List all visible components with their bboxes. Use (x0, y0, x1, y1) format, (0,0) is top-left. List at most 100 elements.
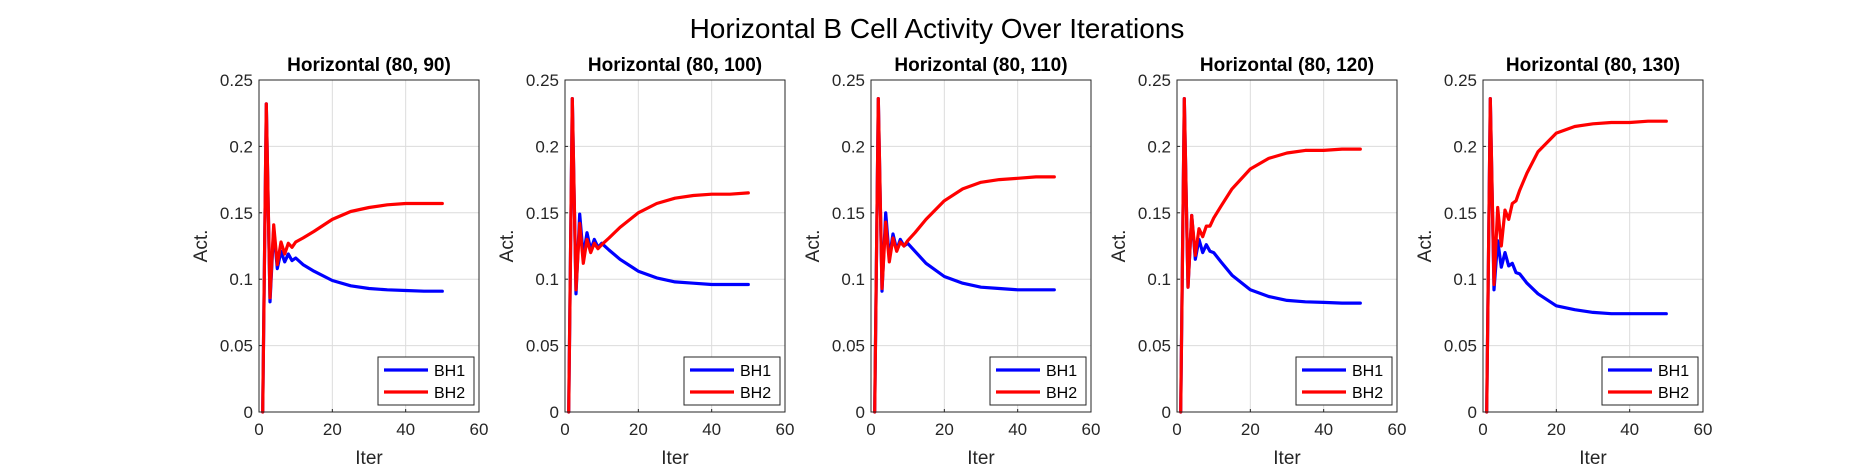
series-line-bh2 (1179, 96, 1362, 414)
x-tick-label: 60 (1082, 420, 1101, 439)
axes-frame (564, 79, 786, 413)
subplots: 0 20 40 60 0 0.05 0.1 0.15 0.2 0.25 Horizontal (80… (191, 55, 1712, 469)
y-tick-label: 0 (550, 403, 559, 422)
y-tick-label: 0.25 (1138, 71, 1171, 90)
y-tick-label: 0 (1162, 403, 1171, 422)
x-tick-label: 60 (470, 420, 489, 439)
y-tick-label: 0.05 (832, 337, 865, 356)
y-tick-label: 0.1 (841, 270, 865, 289)
y-tick-label: 0.2 (1147, 137, 1171, 156)
x-tick-label: 40 (702, 420, 721, 439)
legend-label-bh2: BH2 (1658, 385, 1689, 402)
series-line-bh2 (567, 96, 750, 414)
subplot-title: Horizontal (80, 120) (1200, 55, 1374, 76)
y-tick-label: 0.15 (526, 204, 559, 223)
y-axis-label: Act. (1415, 230, 1436, 263)
legend-label-bh1: BH1 (434, 363, 465, 380)
x-axis-label: Iter (355, 448, 383, 469)
y-tick-label: 0.15 (1138, 204, 1171, 223)
subplot-title: Horizontal (80, 100) (588, 55, 762, 76)
x-tick-label: 60 (776, 420, 795, 439)
y-tick-label: 0.15 (832, 204, 865, 223)
y-tick-label: 0.2 (229, 137, 253, 156)
axes-frame (258, 79, 480, 413)
legend-box (683, 356, 781, 406)
series-line-bh2 (873, 96, 1056, 414)
y-tick-label: 0 (244, 403, 253, 422)
x-tick-label: 60 (1388, 420, 1407, 439)
subplot-4: 0 20 40 60 0 0.05 0.1 0.15 0.2 0.25 Horizontal (80… (1109, 55, 1406, 469)
legend-label-bh2: BH2 (740, 385, 771, 402)
y-tick-label: 0.1 (535, 270, 559, 289)
subplot-5: 0 20 40 60 0 0.05 0.1 0.15 0.2 0.25 Horizontal (80… (1415, 55, 1712, 469)
y-tick-label: 0.2 (841, 137, 865, 156)
figure-title: Horizontal B Cell Activity Over Iteratio… (690, 13, 1185, 44)
y-tick-label: 0.1 (1453, 270, 1477, 289)
x-tick-label: 0 (254, 420, 263, 439)
axes-frame (1482, 79, 1704, 413)
y-tick-label: 0 (856, 403, 865, 422)
x-tick-label: 0 (560, 420, 569, 439)
legend-label-bh1: BH1 (1658, 363, 1689, 380)
x-axis-label: Iter (1273, 448, 1301, 469)
x-axis-label: Iter (661, 448, 689, 469)
y-axis-label: Act. (497, 230, 518, 263)
y-tick-label: 0.05 (526, 337, 559, 356)
subplot-title: Horizontal (80, 90) (287, 55, 451, 76)
subplot-2: 0 20 40 60 0 0.05 0.1 0.15 0.2 0.25 Horizontal (80… (497, 55, 794, 469)
y-tick-label: 0 (1468, 403, 1477, 422)
x-tick-label: 40 (1620, 420, 1639, 439)
legend-box (1601, 356, 1699, 406)
y-tick-label: 0.25 (832, 71, 865, 90)
series-line-bh2 (1485, 96, 1668, 414)
legend-label-bh1: BH1 (1352, 363, 1383, 380)
x-tick-label: 40 (1008, 420, 1027, 439)
y-axis-label: Act. (191, 230, 212, 263)
x-tick-label: 0 (1172, 420, 1181, 439)
x-tick-label: 20 (323, 420, 342, 439)
subplot-title: Horizontal (80, 130) (1506, 55, 1680, 76)
y-tick-label: 0.25 (220, 71, 253, 90)
legend-label-bh2: BH2 (1352, 385, 1383, 402)
y-axis-label: Act. (803, 230, 824, 263)
legend-label-bh1: BH1 (740, 363, 771, 380)
x-tick-label: 20 (935, 420, 954, 439)
y-tick-label: 0.1 (229, 270, 253, 289)
x-tick-label: 20 (1241, 420, 1260, 439)
legend-box (1295, 356, 1393, 406)
subplot-title: Horizontal (80, 110) (894, 55, 1067, 76)
x-axis-label: Iter (967, 448, 995, 469)
legend-label-bh2: BH2 (434, 385, 465, 402)
series-line-bh2 (261, 102, 444, 414)
y-tick-label: 0.15 (1444, 204, 1477, 223)
x-tick-label: 60 (1694, 420, 1713, 439)
y-tick-label: 0.15 (220, 204, 253, 223)
axes-frame (870, 79, 1092, 413)
y-tick-label: 0.05 (220, 337, 253, 356)
y-tick-label: 0.2 (535, 137, 559, 156)
x-axis-label: Iter (1579, 448, 1607, 469)
subplot-3: 0 20 40 60 0 0.05 0.1 0.15 0.2 0.25 Horizontal (80… (803, 55, 1100, 469)
x-tick-label: 0 (1478, 420, 1487, 439)
y-tick-label: 0.25 (526, 71, 559, 90)
x-tick-label: 0 (866, 420, 875, 439)
axes-frame (1176, 79, 1398, 413)
y-axis-label: Act. (1109, 230, 1130, 263)
x-tick-label: 40 (1314, 420, 1333, 439)
x-tick-label: 20 (1547, 420, 1566, 439)
legend-label-bh1: BH1 (1046, 363, 1077, 380)
x-tick-label: 40 (396, 420, 415, 439)
y-tick-label: 0.2 (1453, 137, 1477, 156)
x-tick-label: 20 (629, 420, 648, 439)
y-tick-label: 0.05 (1444, 337, 1477, 356)
legend-label-bh2: BH2 (1046, 385, 1077, 402)
legend-box (377, 356, 475, 406)
legend-box (989, 356, 1087, 406)
y-tick-label: 0.05 (1138, 337, 1171, 356)
subplot-1: 0 20 40 60 0 0.05 0.1 0.15 0.2 0.25 Horizontal (80… (191, 55, 488, 469)
